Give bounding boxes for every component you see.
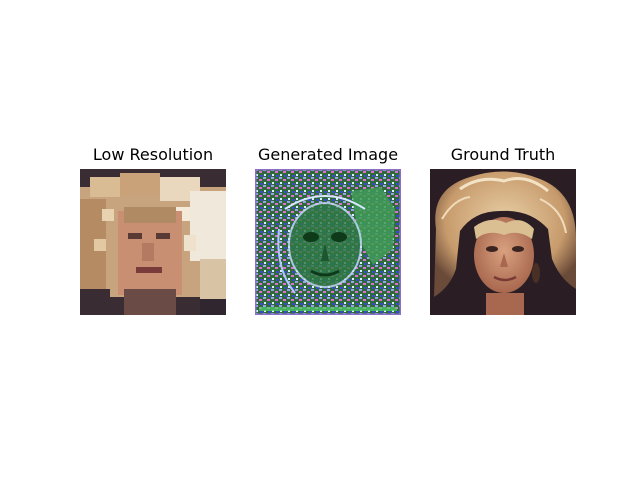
ground-truth-face-image xyxy=(430,169,576,315)
panel-low-resolution: Low Resolution xyxy=(80,0,226,480)
panel-generated-image: Generated Image xyxy=(255,0,401,480)
low-resolution-face-image xyxy=(80,169,226,315)
panel-title-ground-truth: Ground Truth xyxy=(450,145,556,164)
generated-face-image xyxy=(255,169,401,315)
panel-title-low-resolution: Low Resolution xyxy=(92,145,214,164)
panel-title-generated-image: Generated Image xyxy=(257,145,399,164)
panel-ground-truth: Ground Truth xyxy=(430,0,576,480)
